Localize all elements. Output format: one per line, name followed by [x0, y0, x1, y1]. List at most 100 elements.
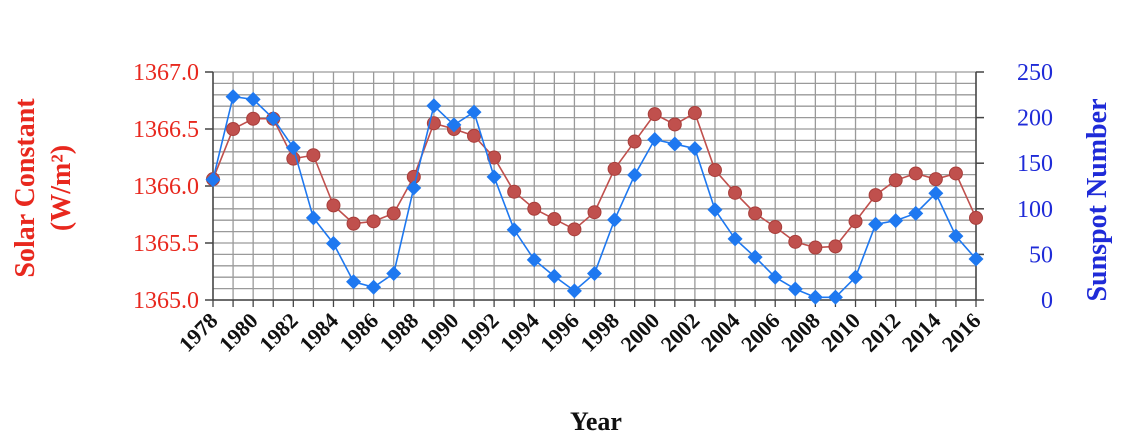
series-1-point	[306, 148, 321, 163]
series-2-point	[948, 228, 964, 244]
series-2-point	[426, 98, 442, 114]
series-2-point	[908, 205, 924, 221]
series-1-point	[888, 173, 903, 188]
x-tick-label: 1978	[174, 308, 223, 357]
series-1-point	[969, 210, 983, 225]
series-2-point	[767, 269, 783, 285]
x-tick-label: 2000	[615, 308, 664, 357]
series-1-point	[326, 198, 341, 213]
left-axis-unit: (W/m²)	[46, 145, 77, 231]
series-1-point	[346, 216, 361, 231]
series-2-point	[506, 222, 522, 238]
x-tick-label: 1990	[415, 308, 464, 357]
plot-grid	[212, 71, 977, 301]
series-1-point	[808, 240, 823, 255]
series-2-point	[627, 167, 643, 183]
series-1-point	[627, 134, 642, 149]
series-2-point	[406, 180, 422, 196]
left-tick-label: 1365.0	[133, 288, 199, 314]
series-2-point	[245, 91, 261, 107]
series-2-point	[667, 136, 683, 152]
series-2-point	[486, 169, 502, 185]
right-tick-label: 200	[1017, 106, 1053, 132]
series-1-point	[828, 239, 843, 254]
series-2-point	[868, 216, 884, 232]
right-tick-label: 250	[1017, 60, 1053, 86]
series-2-point	[225, 89, 241, 105]
series-2-point	[607, 212, 623, 228]
series-2-point	[968, 251, 984, 267]
x-tick-label: 1994	[495, 308, 544, 357]
series-2-point	[466, 104, 482, 120]
left-y-axis-ticks: 1365.0 1365.5 1366.0 1366.5 1367.0	[133, 60, 213, 314]
series-2-point	[566, 283, 582, 299]
series-1-point	[848, 214, 863, 229]
right-tick-label: 150	[1017, 151, 1053, 177]
series-2-point	[928, 185, 944, 201]
series-1-point	[547, 212, 562, 227]
series-1-point	[607, 161, 622, 176]
x-tick-label: 1996	[535, 308, 584, 357]
left-tick-label: 1365.5	[133, 231, 199, 257]
series-1-point	[768, 220, 783, 235]
series-2-point	[325, 235, 341, 251]
series-2-point	[848, 269, 864, 285]
series-2-point	[386, 266, 402, 282]
series-1-point	[587, 205, 602, 220]
right-tick-label: 0	[1041, 288, 1053, 314]
series-1-point	[748, 206, 763, 221]
right-axis-title: Sunspot Number	[1082, 98, 1113, 301]
series-1-point	[647, 107, 662, 122]
series-1-point	[507, 184, 522, 199]
x-tick-label: 2016	[937, 308, 986, 357]
series-2-point	[265, 111, 281, 127]
series-1-point	[527, 201, 542, 216]
series-1-point	[788, 234, 803, 249]
series-1-point	[728, 185, 743, 200]
series-1-point	[707, 163, 722, 178]
right-y-axis-ticks: 0 50 100 150 200 250	[976, 60, 1053, 314]
series-2-point	[446, 117, 462, 133]
series-2-point	[647, 131, 663, 147]
x-tick-label: 2006	[736, 308, 785, 357]
series-2-point	[205, 172, 221, 188]
right-tick-label: 50	[1029, 242, 1053, 268]
series-1-point	[386, 206, 401, 221]
x-tick-label: 2012	[856, 308, 905, 357]
series-2-point	[285, 140, 301, 156]
left-tick-label: 1366.0	[133, 174, 199, 200]
series-2-point	[366, 279, 382, 295]
series-2-point	[546, 268, 562, 284]
x-tick-label: 1992	[455, 308, 504, 357]
series-1-point	[687, 106, 702, 121]
x-tick-label: 1988	[375, 308, 424, 357]
x-tick-label: 2014	[897, 308, 946, 357]
x-tick-label: 1980	[214, 308, 263, 357]
series-1-point	[467, 128, 482, 143]
x-axis-ticks: 1978198019821984198619881990199219941996…	[174, 300, 986, 357]
series-2-point	[526, 252, 542, 268]
series-1-point	[667, 117, 682, 132]
series-2-point	[346, 274, 362, 290]
x-tick-label: 1984	[294, 308, 343, 357]
left-tick-label: 1367.0	[133, 60, 199, 86]
series-2-point	[687, 141, 703, 157]
x-axis-title: Year	[570, 407, 622, 436]
series-1-point	[226, 122, 241, 136]
x-tick-label: 1986	[334, 308, 383, 357]
series-2-point	[827, 289, 843, 305]
series-1-point	[868, 188, 883, 203]
series-2-point	[727, 231, 743, 247]
left-tick-label: 1366.5	[133, 117, 199, 143]
x-tick-label: 1998	[575, 308, 624, 357]
series-2	[205, 89, 984, 305]
series-1-point	[908, 166, 923, 181]
x-tick-label: 2010	[816, 308, 865, 357]
series-layer	[205, 89, 984, 305]
series-2-point	[807, 289, 823, 305]
x-tick-label: 1982	[254, 308, 303, 357]
right-tick-label: 100	[1017, 197, 1053, 223]
series-1-point	[246, 111, 261, 126]
series-1-point	[366, 214, 381, 229]
